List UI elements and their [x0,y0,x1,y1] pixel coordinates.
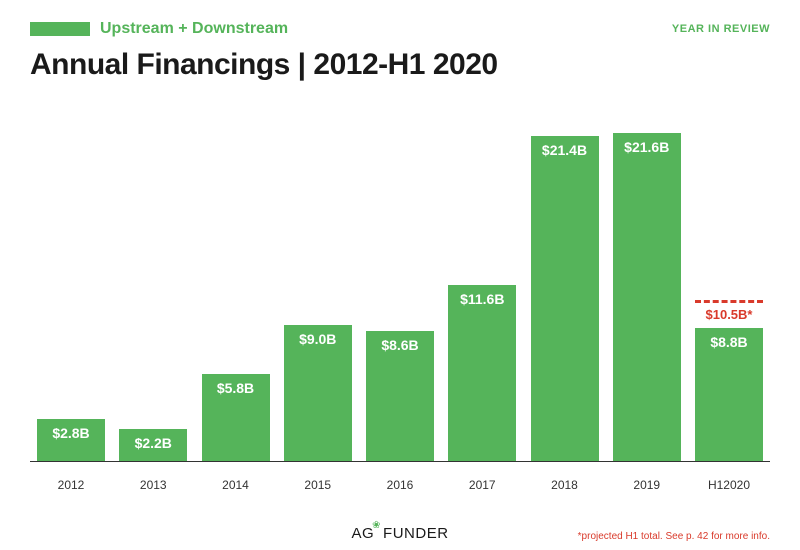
chart-plot-area: $2.8B $2.2B $5.8B $9.0B $8.6B $11.6B $21.4B $21… [30,112,770,462]
slide: Upstream + Downstream YEAR IN REVIEW Ann… [0,0,800,550]
bar-group: $5.8B [195,112,277,462]
bar-value-label: $11.6B [460,291,504,307]
bar-group: $9.0B [277,112,359,462]
bar: $2.8B [37,419,105,462]
bar-group: $11.6B [441,112,523,462]
bar-value-label: $9.0B [299,331,336,347]
bar-value-label: $5.8B [217,380,254,396]
bar: $21.4B [531,136,599,462]
projection-marker: $10.5B* [695,300,763,322]
x-axis-label: 2018 [524,478,606,492]
projection-footnote: *projected H1 total. See p. 42 for more … [578,531,770,542]
projection-dashed-line [695,300,763,303]
bar-group: $21.6B [606,112,688,462]
year-in-review-label: YEAR IN REVIEW [672,23,770,35]
x-axis-label: 2012 [30,478,112,492]
bar: $8.8B [695,328,763,462]
x-axis-label: 2015 [277,478,359,492]
bar-group: $2.2B [112,112,194,462]
x-axis-label: 2014 [195,478,277,492]
bar: $5.8B [202,374,270,462]
bar: $8.6B [366,331,434,462]
leaf-icon: ❀ [372,520,381,531]
chart-x-axis [30,461,770,462]
x-axis-label: H12020 [688,478,770,492]
bar-group: $21.4B [524,112,606,462]
bar: $9.0B [284,325,352,462]
x-axis-label: 2016 [359,478,441,492]
bar: $21.6B [613,133,681,462]
bar-group: $10.5B* $8.8B [688,112,770,462]
chart-bars: $2.8B $2.2B $5.8B $9.0B $8.6B $11.6B $21.4B $21… [30,112,770,462]
bar-value-label: $8.8B [710,334,747,350]
agfunder-logo: AG❀FUNDER [351,525,448,542]
logo-funder: FUNDER [383,525,449,542]
header-label: Upstream + Downstream [100,20,288,38]
bar: $2.2B [119,429,187,462]
financings-bar-chart: $2.8B $2.2B $5.8B $9.0B $8.6B $11.6B $21.4B $21… [30,112,770,492]
x-axis-label: 2019 [606,478,688,492]
bar-group: $2.8B [30,112,112,462]
bar-value-label: $2.8B [52,425,89,441]
bar-value-label: $21.4B [542,142,587,158]
bar-value-label: $8.6B [381,337,418,353]
bar: $11.6B [448,285,516,462]
bar-value-label: $2.2B [135,435,172,451]
x-axis-label: 2017 [441,478,523,492]
projection-value-label: $10.5B* [706,307,753,322]
chart-x-labels: 20122013201420152016201720182019H12020 [30,478,770,492]
logo-letter-a: A [351,525,362,542]
x-axis-label: 2013 [112,478,194,492]
header-row: Upstream + Downstream YEAR IN REVIEW [30,20,770,38]
bar-group: $8.6B [359,112,441,462]
bar-value-label: $21.6B [624,139,669,155]
header-left: Upstream + Downstream [30,20,288,38]
page-title: Annual Financings | 2012-H1 2020 [30,48,770,82]
header-accent-bar [30,22,90,36]
